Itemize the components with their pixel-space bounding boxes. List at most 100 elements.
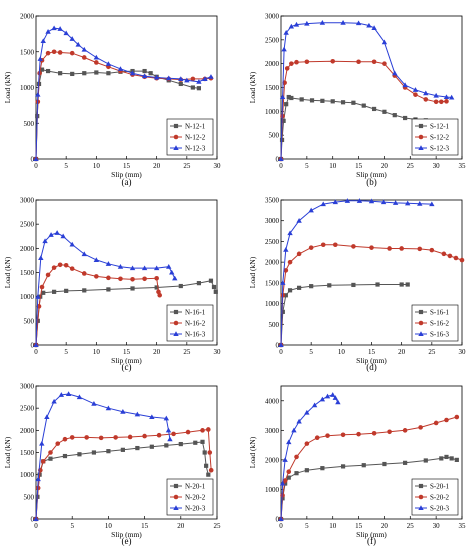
legend-marker [418,320,424,326]
data-point [320,98,325,103]
data-point [296,418,302,424]
series-line [280,284,408,346]
data-point [130,276,135,282]
data-point [117,264,124,269]
data-point [93,257,100,262]
y-tick-label: 0 [31,156,35,164]
data-point [45,50,51,56]
y-tick-label: 3000 [20,383,35,391]
data-point [309,98,315,103]
data-point [208,278,214,283]
y-tick-label: 0 [31,342,35,350]
panel-caption: (d) [366,362,377,372]
data-point [433,99,439,105]
x-tick-label: 5 [64,348,68,356]
legend-marker [173,483,179,489]
data-point [402,82,408,88]
x-tick-label: 25 [214,522,222,530]
data-point [279,480,286,486]
data-point [296,251,302,257]
y-axis-label: Load (kN) [248,71,257,103]
data-point [453,255,459,261]
data-point [282,478,288,483]
data-point [366,22,372,28]
data-point [308,207,314,213]
data-point [127,434,133,440]
x-axis-label: Slip (mm) [111,530,142,539]
legend-label: S-12-3 [430,145,450,153]
x-tick-label: 20 [398,348,406,356]
legend-marker [173,320,179,326]
data-point [412,87,419,92]
chart-panel-5: 0 5 10 15 20 25 0 500 1000 1500 2000 2500 3000 Slip (… [3,383,221,547]
x-tick-label: 10 [329,162,337,170]
data-point [304,441,310,446]
data-point [405,200,411,206]
data-point [382,461,387,467]
plot-frame [280,385,463,520]
data-point [193,440,198,445]
x-tick-label: 0 [279,522,283,530]
data-point [340,464,346,469]
data-point [153,265,160,271]
data-point [368,198,375,204]
data-point [69,241,75,247]
data-point [33,342,39,348]
y-tick-label: 2500 [265,238,280,246]
data-point [48,232,54,237]
data-point [433,420,439,426]
legend-label: S-16-1 [430,309,450,317]
data-point [286,94,291,100]
series-S-20-3 [278,392,341,522]
data-point [202,450,207,455]
data-point [325,433,330,438]
data-point [48,450,53,455]
data-point [444,99,449,104]
data-point [130,286,135,291]
chart-panel-2: 0 5 10 15 20 25 30 35 0 500 1000 1500 2000 2500 3000 Sl… [248,13,466,188]
data-point [178,81,183,87]
data-point [289,61,294,66]
data-point [39,284,45,290]
data-point [65,391,72,397]
x-tick-label: 5 [305,522,309,530]
data-point [84,435,89,440]
y-tick-label: 500 [269,132,280,140]
y-tick-label: 500 [269,321,280,329]
series-line [280,200,432,346]
data-point [42,238,48,244]
y-tick-label: 500 [24,120,35,128]
legend-label: N-16-2 [185,320,206,328]
data-point [120,447,125,452]
data-point [69,266,75,271]
data-point [454,414,460,420]
data-point [105,261,112,266]
legend: S-16-1 S-16-2 S-16-3 [411,304,459,342]
legend-marker [418,309,424,315]
data-point [417,246,423,252]
x-tick-label: 15 [141,522,149,530]
data-point [211,284,217,290]
data-point [33,516,39,522]
data-point [417,201,423,206]
data-point [278,342,284,348]
data-point [335,399,341,405]
legend-label: N-20-3 [185,505,206,513]
legend: N-20-1 N-20-2 N-20-3 [166,478,214,516]
data-point [314,435,320,441]
data-point [387,246,392,251]
data-point [62,436,68,442]
data-point [286,439,292,445]
series-line [35,232,176,346]
x-axis-label: Slip (mm) [356,356,387,365]
legend-marker [173,494,179,500]
data-point [333,242,338,248]
x-tick-label: 35 [459,162,466,170]
panel-caption: (a) [122,177,132,187]
legend-marker [173,145,179,151]
legend-label: N-12-2 [185,134,206,142]
data-point [392,200,399,205]
data-point [320,201,326,207]
data-point [356,198,363,203]
data-point [41,290,46,295]
